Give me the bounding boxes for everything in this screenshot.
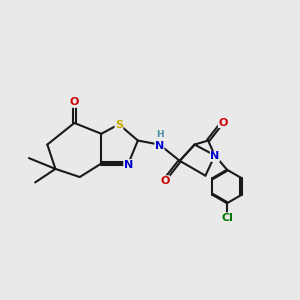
Text: S: S <box>115 120 123 130</box>
Text: O: O <box>70 98 79 107</box>
Text: N: N <box>210 152 220 161</box>
Text: H: H <box>156 130 163 139</box>
Text: N: N <box>155 141 164 151</box>
Text: N: N <box>124 160 133 170</box>
Text: O: O <box>218 118 228 128</box>
Text: Cl: Cl <box>221 213 233 223</box>
Text: O: O <box>160 176 170 186</box>
